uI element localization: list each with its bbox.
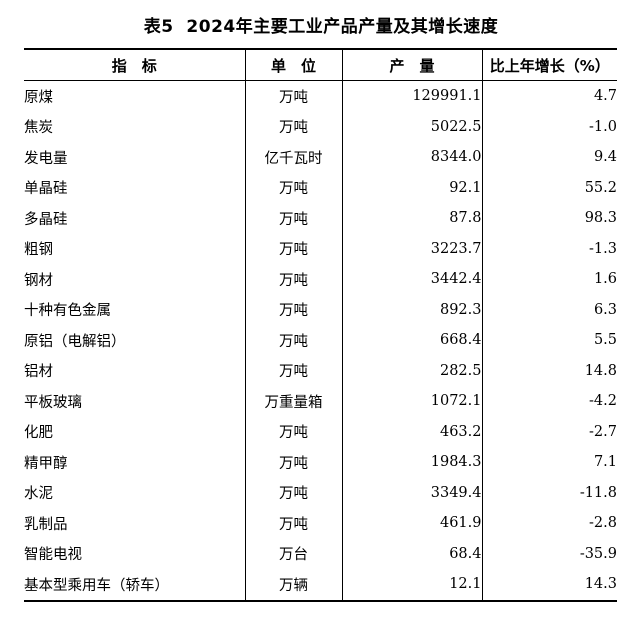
- output-cell: 3442.4: [341, 264, 482, 295]
- growth-cell: 55.2: [481, 172, 617, 203]
- table-row: 化肥 万吨 463.2 -2.7: [24, 416, 617, 447]
- growth-cell: 5.5: [481, 325, 617, 356]
- table-row: 水泥 万吨 3349.4 -11.8: [24, 477, 617, 508]
- output-cell: 282.5: [341, 355, 482, 386]
- output-cell: 892.3: [341, 294, 482, 325]
- growth-cell: 1.6: [481, 264, 617, 295]
- output-cell: 5022.5: [341, 111, 482, 142]
- indicator-cell: 原煤: [24, 89, 53, 106]
- table-row: 基本型乘用车（轿车） 万辆 12.1 14.3: [24, 569, 617, 602]
- indicator-cell: 十种有色金属: [24, 303, 111, 320]
- indicator-cell: 基本型乘用车（轿车）: [24, 569, 245, 602]
- unit-cell: 亿千瓦时: [244, 142, 342, 173]
- unit-cell: 万吨: [244, 233, 342, 264]
- unit-cell: 万吨: [244, 80, 342, 112]
- unit-cell: 万吨: [244, 111, 342, 142]
- growth-cell: -35.9: [481, 538, 617, 569]
- growth-cell: 7.1: [481, 447, 617, 478]
- table-header: 指 标 单 位 产 量 比上年增长（%）: [24, 48, 617, 81]
- unit-cell: 万重量箱: [244, 386, 342, 417]
- header-growth: 比上年增长（%）: [481, 48, 617, 81]
- output-cell: 3223.7: [341, 233, 482, 264]
- unit-cell: 万吨: [244, 325, 342, 356]
- growth-cell: -1.0: [481, 111, 617, 142]
- header-output: 产 量: [341, 48, 482, 81]
- growth-cell: -2.8: [481, 508, 617, 539]
- indicator-cell: 精甲醇: [24, 455, 68, 472]
- indicator-cell: 钢材: [24, 272, 53, 289]
- output-cell: 92.1: [341, 172, 482, 203]
- growth-cell: 98.3: [481, 203, 617, 234]
- unit-cell: 万吨: [244, 447, 342, 478]
- output-cell: 463.2: [341, 416, 482, 447]
- table-row: 乳制品 万吨 461.9 -2.8: [24, 508, 617, 539]
- indicator-cell: 铝材: [24, 364, 53, 381]
- output-cell: 1984.3: [341, 447, 482, 478]
- indicator-cell: 焦炭: [24, 120, 53, 137]
- indicator-cell: 原铝（电解铝）: [24, 333, 126, 350]
- output-cell: 129991.1: [341, 80, 482, 112]
- unit-cell: 万吨: [244, 172, 342, 203]
- unit-cell: 万辆: [244, 569, 342, 602]
- output-cell: 461.9: [341, 508, 482, 539]
- table-row: 精甲醇 万吨 1984.3 7.1: [24, 447, 617, 478]
- indicator-cell: 单晶硅: [24, 181, 68, 198]
- output-cell: 87.8: [341, 203, 482, 234]
- indicator-cell: 平板玻璃: [24, 394, 82, 411]
- output-cell: 668.4: [341, 325, 482, 356]
- table-row: 平板玻璃 万重量箱 1072.1 -4.2: [24, 386, 617, 417]
- output-cell: 68.4: [341, 538, 482, 569]
- indicator-cell: 化肥: [24, 425, 53, 442]
- table-row: 原铝（电解铝） 万吨 668.4 5.5: [24, 325, 617, 356]
- growth-cell: -4.2: [481, 386, 617, 417]
- unit-cell: 万吨: [244, 508, 342, 539]
- unit-cell: 万吨: [244, 264, 342, 295]
- growth-cell: -2.7: [481, 416, 617, 447]
- header-row: 指 标 单 位 产 量 比上年增长（%）: [24, 48, 617, 81]
- growth-cell: 4.7: [481, 80, 617, 112]
- table-body: 原煤 万吨 129991.1 4.7 焦炭 万吨 5022.5 -1.0 发电量 亿千瓦时 8344…: [24, 80, 617, 602]
- indicator-cell: 多晶硅: [24, 211, 68, 228]
- indicator-cell: 发电量: [24, 150, 68, 167]
- output-cell: 12.1: [341, 569, 482, 602]
- unit-cell: 万吨: [244, 355, 342, 386]
- growth-cell: 14.3: [481, 569, 617, 602]
- indicator-cell: 水泥: [24, 486, 53, 503]
- table-row: 铝材 万吨 282.5 14.8: [24, 355, 617, 386]
- unit-cell: 万吨: [244, 294, 342, 325]
- unit-cell: 万吨: [244, 416, 342, 447]
- header-unit: 单 位: [244, 48, 342, 81]
- indicator-cell: 乳制品: [24, 516, 68, 533]
- table-row: 原煤 万吨 129991.1 4.7: [24, 80, 617, 112]
- table-row: 发电量 亿千瓦时 8344.0 9.4: [24, 142, 617, 173]
- growth-cell: -1.3: [481, 233, 617, 264]
- output-cell: 3349.4: [341, 477, 482, 508]
- indicator-cell: 智能电视: [24, 547, 82, 564]
- growth-cell: 9.4: [481, 142, 617, 173]
- growth-cell: 6.3: [481, 294, 617, 325]
- table-title: 表5 2024年主要工业产品产量及其增长速度: [143, 17, 499, 37]
- table-row: 多晶硅 万吨 87.8 98.3: [24, 203, 617, 234]
- table-row: 十种有色金属 万吨 892.3 6.3: [24, 294, 617, 325]
- table-row: 单晶硅 万吨 92.1 55.2: [24, 172, 617, 203]
- table-row: 粗钢 万吨 3223.7 -1.3: [24, 233, 617, 264]
- header-indicator: 指 标: [24, 48, 245, 81]
- unit-cell: 万台: [244, 538, 342, 569]
- growth-cell: 14.8: [481, 355, 617, 386]
- table-row: 智能电视 万台 68.4 -35.9: [24, 538, 617, 569]
- industrial-output-table: 指 标 单 位 产 量 比上年增长（%） 原煤 万吨 129991.1 4.7 焦炭 万吨…: [24, 48, 617, 602]
- table-row: 焦炭 万吨 5022.5 -1.0: [24, 111, 617, 142]
- growth-cell: -11.8: [481, 477, 617, 508]
- output-cell: 8344.0: [341, 142, 482, 173]
- table-row: 钢材 万吨 3442.4 1.6: [24, 264, 617, 295]
- unit-cell: 万吨: [244, 477, 342, 508]
- output-cell: 1072.1: [341, 386, 482, 417]
- indicator-cell: 粗钢: [24, 242, 53, 259]
- unit-cell: 万吨: [244, 203, 342, 234]
